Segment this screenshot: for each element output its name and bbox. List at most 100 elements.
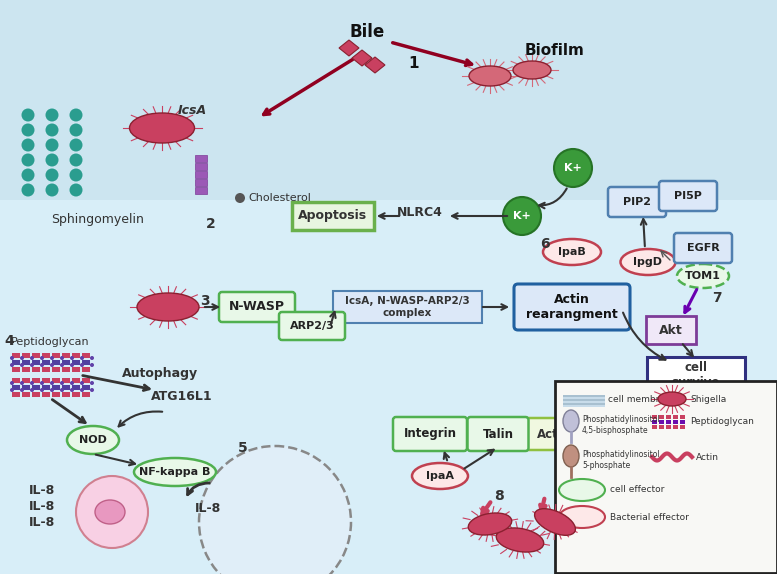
Circle shape	[30, 356, 34, 360]
Bar	[22, 378, 30, 383]
Ellipse shape	[469, 66, 511, 86]
Text: Phosphatidylinositol
4,5-bisphosphate: Phosphatidylinositol 4,5-bisphosphate	[582, 416, 660, 435]
Bar	[52, 378, 60, 383]
Text: IL-8: IL-8	[29, 484, 55, 497]
Text: Talin: Talin	[483, 428, 514, 440]
Text: Apoptosis: Apoptosis	[298, 210, 368, 223]
Ellipse shape	[543, 239, 601, 265]
Bar	[680, 415, 685, 419]
FancyBboxPatch shape	[555, 381, 777, 573]
Circle shape	[46, 153, 58, 166]
Bar	[12, 367, 20, 372]
Bar	[666, 420, 671, 424]
Bar	[563, 401, 605, 403]
Circle shape	[22, 108, 34, 122]
Text: IpaB: IpaB	[558, 247, 586, 257]
Ellipse shape	[130, 113, 194, 143]
Bar	[195, 171, 207, 178]
Text: NOD: NOD	[79, 435, 107, 445]
Circle shape	[69, 108, 82, 122]
FancyBboxPatch shape	[659, 181, 717, 211]
Bar	[666, 415, 671, 419]
Circle shape	[80, 356, 84, 360]
Bar	[666, 425, 671, 429]
Bar	[22, 360, 30, 365]
Text: IpgD: IpgD	[633, 257, 663, 267]
Bar	[82, 392, 90, 397]
Bar	[32, 360, 40, 365]
FancyBboxPatch shape	[393, 417, 467, 451]
Bar	[82, 367, 90, 372]
Circle shape	[80, 363, 84, 367]
Bar	[52, 392, 60, 397]
Circle shape	[22, 153, 34, 166]
Bar	[62, 385, 70, 390]
FancyBboxPatch shape	[514, 284, 630, 330]
Text: IcsA, N-WASP-ARP2/3
complex: IcsA, N-WASP-ARP2/3 complex	[345, 296, 469, 318]
Circle shape	[70, 388, 74, 392]
Circle shape	[90, 363, 94, 367]
Text: 5: 5	[238, 441, 248, 455]
Ellipse shape	[559, 479, 605, 501]
Circle shape	[69, 123, 82, 137]
Circle shape	[46, 138, 58, 152]
Circle shape	[60, 363, 64, 367]
Text: Sphingomyelin: Sphingomyelin	[51, 213, 145, 226]
Circle shape	[70, 381, 74, 385]
Text: Phosphatidylinositol
5-phosphate: Phosphatidylinositol 5-phosphate	[582, 450, 660, 470]
Text: Peptidoglycan: Peptidoglycan	[690, 417, 754, 425]
Text: 2: 2	[206, 217, 216, 231]
Ellipse shape	[412, 463, 468, 489]
Bar	[52, 367, 60, 372]
Bar	[52, 360, 60, 365]
Bar	[42, 392, 50, 397]
Ellipse shape	[563, 410, 579, 432]
Bar	[12, 385, 20, 390]
Bar	[680, 420, 685, 424]
Bar	[195, 155, 207, 162]
Circle shape	[22, 138, 34, 152]
Circle shape	[40, 356, 44, 360]
Bar	[195, 187, 207, 194]
Circle shape	[60, 388, 64, 392]
Text: PI5P: PI5P	[674, 191, 702, 201]
Circle shape	[235, 193, 245, 203]
Bar	[62, 353, 70, 358]
Bar	[42, 385, 50, 390]
Ellipse shape	[621, 249, 675, 275]
Circle shape	[50, 381, 54, 385]
Bar	[659, 420, 664, 424]
Bar	[22, 385, 30, 390]
Text: Autophagy: Autophagy	[122, 367, 198, 380]
Text: 6: 6	[540, 237, 549, 251]
Bar	[32, 392, 40, 397]
Text: 1: 1	[408, 56, 419, 71]
Circle shape	[60, 356, 64, 360]
Circle shape	[40, 363, 44, 367]
Bar	[72, 367, 80, 372]
FancyBboxPatch shape	[521, 418, 587, 450]
Text: Actin
rearangment: Actin rearangment	[526, 293, 618, 321]
Circle shape	[503, 197, 541, 235]
Bar	[22, 367, 30, 372]
Ellipse shape	[535, 509, 576, 536]
Circle shape	[70, 363, 74, 367]
Text: 7: 7	[712, 291, 722, 305]
Text: Cholesterol: Cholesterol	[248, 193, 311, 203]
Bar	[62, 392, 70, 397]
Circle shape	[46, 108, 58, 122]
Text: Integrin: Integrin	[403, 428, 457, 440]
Bar	[673, 425, 678, 429]
Circle shape	[46, 169, 58, 181]
Bar	[673, 420, 678, 424]
Text: IL-8: IL-8	[195, 502, 221, 515]
Circle shape	[90, 356, 94, 360]
Circle shape	[69, 169, 82, 181]
Circle shape	[22, 184, 34, 196]
Bar	[12, 392, 20, 397]
Text: Biofilm: Biofilm	[525, 43, 585, 58]
Bar	[42, 378, 50, 383]
Text: 3: 3	[200, 294, 210, 308]
Bar	[72, 385, 80, 390]
Circle shape	[20, 363, 24, 367]
